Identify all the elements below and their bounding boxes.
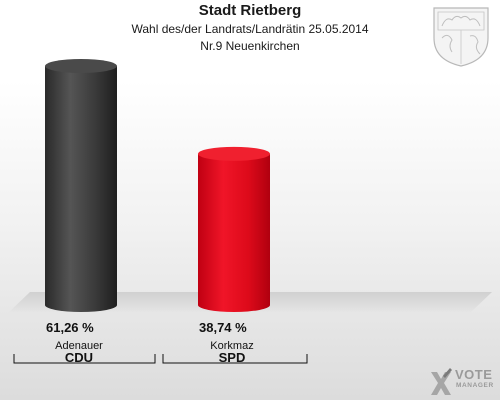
chart-subtitle: Wahl des/der Landrats/Landrätin 25.05.20… <box>131 22 369 36</box>
category-bracket-cdu <box>13 354 156 364</box>
party-label-cdu: CDU <box>65 350 93 365</box>
brand-manager-text: MANAGER <box>456 382 494 389</box>
bar-body-spd <box>198 153 270 312</box>
bar-cdu <box>45 59 117 312</box>
candidate-label-cdu: Adenauer <box>55 340 103 352</box>
category-bracket-spd <box>162 354 308 364</box>
chart-subtitle-district: Nr.9 Neuenkirchen <box>200 39 300 53</box>
chart-title: Stadt Rietberg <box>198 2 302 19</box>
candidate-label-spd: Korkmaz <box>210 340 253 352</box>
value-label-spd: 38,74 % <box>199 320 247 335</box>
vote-manager-logo-icon <box>431 368 452 395</box>
bar-body-cdu <box>45 66 117 312</box>
bar-spd <box>198 146 270 312</box>
party-label-spd: SPD <box>219 350 246 365</box>
value-label-cdu: 61,26 % <box>46 320 94 335</box>
coat-of-arms-icon <box>433 7 489 67</box>
vote-manager-logo: VOTE MANAGER <box>428 364 500 400</box>
bar-top-spd <box>198 146 270 161</box>
bar-top-cdu <box>45 59 117 73</box>
brand-vote-text: VOTE <box>455 367 493 382</box>
